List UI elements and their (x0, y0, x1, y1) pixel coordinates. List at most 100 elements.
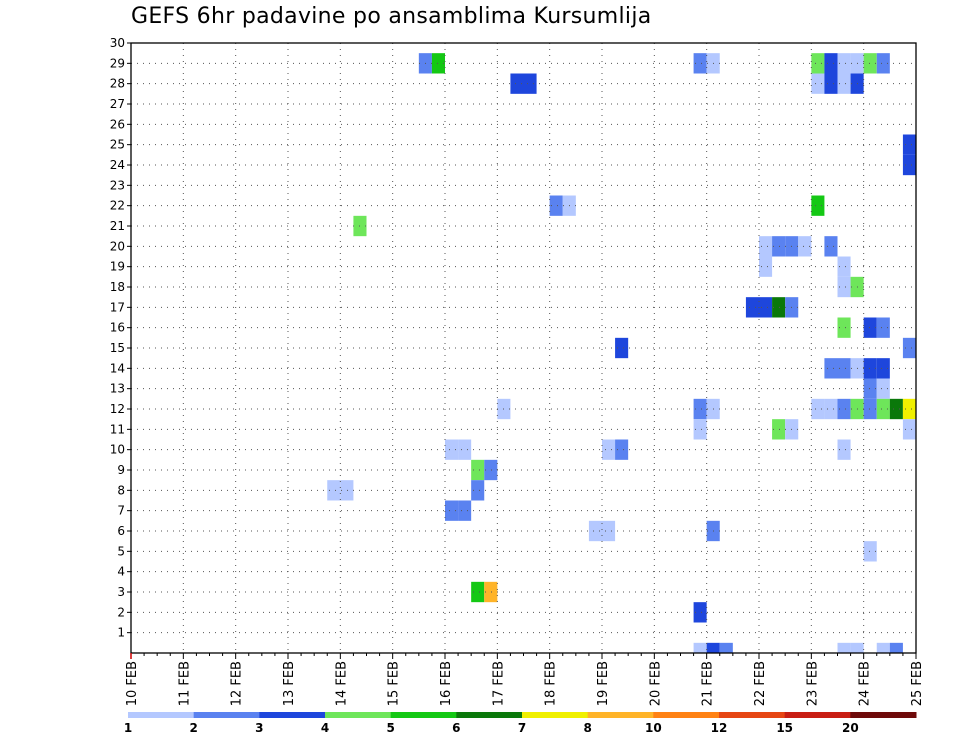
y-tick-label: 7 (117, 504, 125, 518)
colorbar-segment (193, 712, 260, 718)
cell-member-19-step-54 (837, 256, 851, 277)
colorbar-segment (522, 712, 589, 718)
cell-member-29-step-57 (876, 53, 890, 74)
y-tick-label: 24 (110, 158, 125, 172)
cell-member-14-step-53 (824, 358, 838, 379)
y-tick-label: 30 (110, 36, 125, 50)
cell-member-17-step-48 (759, 297, 773, 318)
cell-member-29-step-23 (431, 53, 445, 74)
x-tick-label: 23 FEB (805, 661, 820, 706)
colorbar-label: 2 (189, 721, 197, 735)
colorbar-label: 10 (645, 721, 662, 735)
colorbar-segment (390, 712, 457, 718)
plot-frame (130, 42, 917, 654)
y-tick-label: 28 (110, 77, 125, 91)
chart-title: GEFS 6hr padavine po ansamblima Kursumli… (131, 4, 652, 29)
colorbar-segment (325, 712, 392, 718)
colorbar-segment (719, 712, 786, 718)
cell-member-20-step-53 (824, 236, 838, 257)
y-tick-label: 26 (110, 117, 125, 131)
cell-member-3-step-27 (484, 581, 498, 603)
cell-member-13-step-57 (876, 378, 890, 399)
cell-member-20-step-49 (772, 236, 786, 257)
cell-member-0-step-45 (719, 642, 733, 653)
y-tick-label: 16 (110, 321, 125, 335)
x-tick-label: 11 FEB (177, 661, 192, 706)
colorbar-segment (128, 712, 195, 718)
cell-member-29-step-56 (863, 53, 877, 74)
y-tick-label: 9 (117, 463, 125, 477)
colorbar-label: 1 (124, 721, 132, 735)
cells-layer (327, 53, 916, 653)
cell-member-6-step-36 (602, 520, 616, 542)
cell-member-2-step-43 (693, 602, 707, 623)
colorbar-segment (587, 712, 654, 718)
cell-member-11-step-59 (902, 419, 916, 440)
cell-member-7-step-24 (445, 500, 459, 521)
y-tick-label: 21 (110, 219, 125, 233)
cell-member-10-step-25 (458, 439, 472, 460)
y-tick-label: 10 (110, 443, 125, 457)
y-tick-label: 29 (110, 56, 125, 70)
cell-member-12-step-53 (824, 398, 838, 420)
cell-member-28-step-54 (837, 73, 851, 94)
x-tick-label: 10 FEB (125, 661, 140, 706)
colorbar-segment (850, 712, 917, 718)
cell-member-0-step-55 (850, 642, 864, 653)
colorbar-segment (259, 712, 326, 718)
x-tick-label: 21 FEB (701, 661, 716, 706)
cell-member-28-step-53 (824, 73, 838, 94)
y-tick-label: 5 (117, 544, 125, 558)
x-tick-label: 25 FEB (910, 661, 925, 706)
cell-member-15-step-37 (615, 337, 629, 359)
x-tick-label: 18 FEB (544, 661, 559, 706)
cell-member-28-step-29 (510, 73, 524, 94)
x-tick-label: 12 FEB (230, 661, 245, 706)
cell-member-9-step-26 (471, 459, 485, 481)
cell-member-5-step-56 (863, 541, 877, 562)
cell-member-6-step-35 (588, 520, 602, 542)
cell-member-9-step-27 (484, 459, 498, 481)
cell-member-0-step-44 (706, 642, 720, 653)
cell-member-16-step-56 (863, 317, 877, 338)
cell-member-28-step-52 (811, 73, 825, 94)
cell-member-15-step-59 (902, 337, 916, 359)
cell-member-0-step-43 (693, 642, 707, 653)
cell-member-16-step-54 (837, 317, 851, 338)
y-tick-label: 4 (117, 565, 125, 579)
x-tick-label: 14 FEB (334, 661, 349, 706)
colorbar: 1 2 3 4 5 6 7 8 10 12 15 20 (124, 712, 917, 735)
colorbar-segment (653, 712, 720, 718)
y-tick-label: 19 (110, 260, 125, 274)
cell-member-29-step-43 (693, 53, 707, 74)
colorbar-label: 6 (452, 721, 460, 735)
x-tick-label: 19 FEB (596, 661, 611, 706)
x-tick-label: 22 FEB (753, 661, 768, 706)
cell-member-11-step-43 (693, 419, 707, 440)
cell-member-25-step-59 (902, 134, 916, 155)
colorbar-label: 20 (842, 721, 859, 735)
y-tick-label: 14 (110, 361, 125, 375)
colorbar-label: 8 (583, 721, 591, 735)
cell-member-12-step-59 (902, 398, 916, 420)
cell-member-12-step-58 (889, 398, 903, 420)
cell-member-20-step-51 (798, 236, 812, 257)
cell-member-14-step-56 (863, 358, 877, 379)
cell-member-10-step-36 (602, 439, 616, 460)
x-tick-label: 17 FEB (491, 661, 506, 706)
cell-member-0-step-54 (837, 642, 851, 653)
y-tick-label: 20 (110, 239, 125, 253)
cell-member-12-step-56 (863, 398, 877, 420)
y-tick-label: 23 (110, 178, 125, 192)
colorbar-label: 4 (321, 721, 329, 735)
colorbar-label: 3 (255, 721, 263, 735)
cell-member-20-step-48 (759, 236, 773, 257)
y-tick-label: 17 (110, 300, 125, 314)
cell-member-29-step-53 (824, 53, 838, 74)
cell-member-10-step-54 (837, 439, 851, 460)
cell-member-17-step-47 (745, 297, 759, 318)
colorbar-segment (784, 712, 851, 718)
y-tick-label: 2 (117, 605, 125, 619)
y-tick-label: 13 (110, 382, 125, 396)
